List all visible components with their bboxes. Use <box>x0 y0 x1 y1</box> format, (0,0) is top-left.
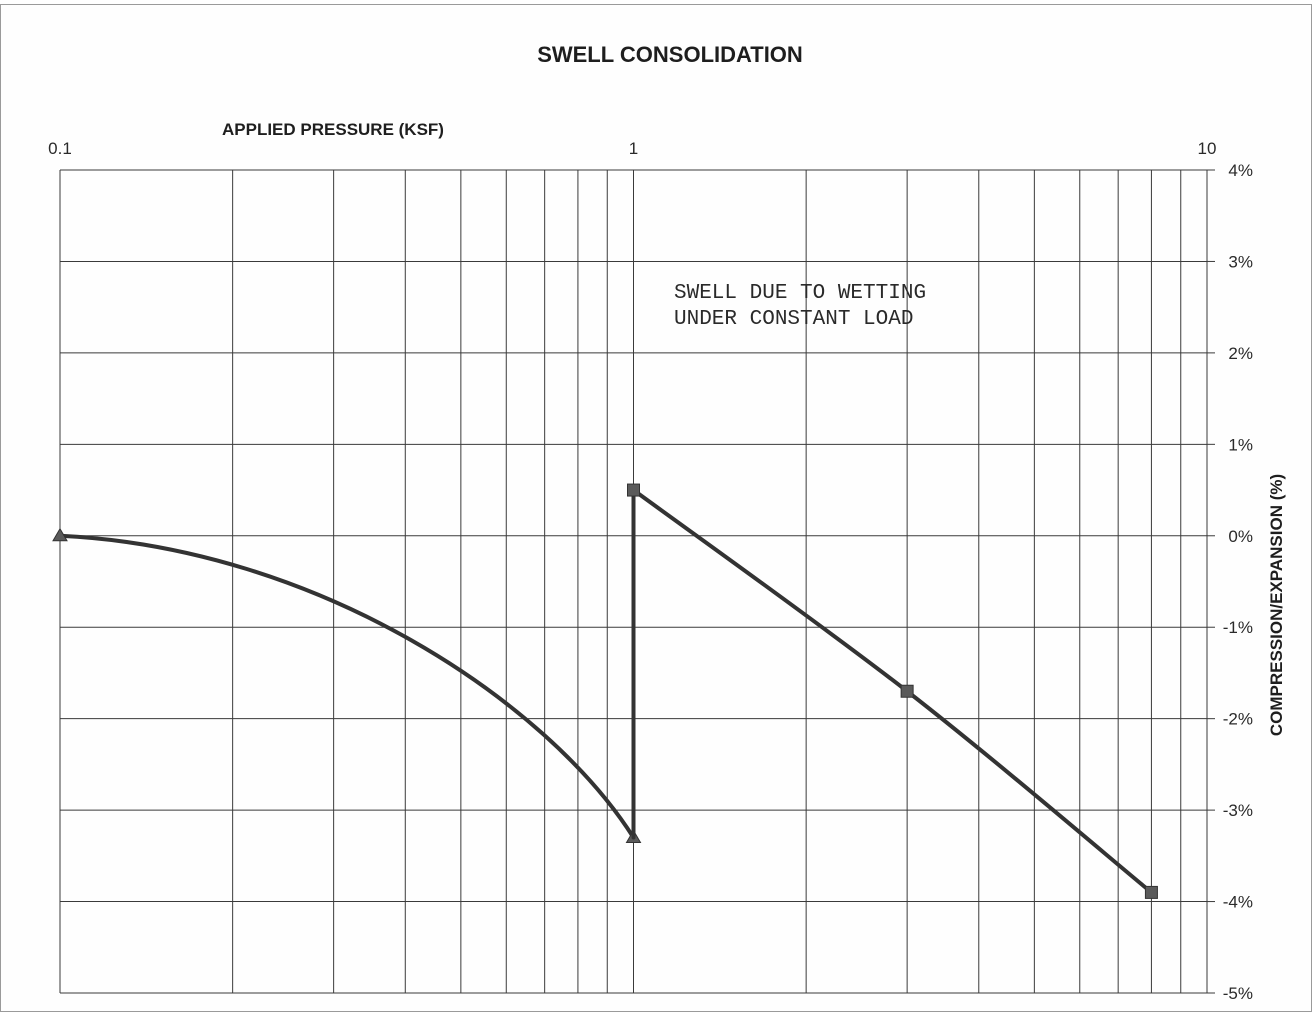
x-tick-label: 0.1 <box>48 139 72 158</box>
plot-grid <box>59 169 1215 994</box>
y-tick-label: -2% <box>1223 710 1253 729</box>
y-tick-label: 0% <box>1228 527 1253 546</box>
y-tick-labels: 4% 3% 2% 1% 0% -1% -2% -3% -4% -5% <box>1223 161 1253 1003</box>
y-axis-title: COMPRESSION/EXPANSION (%) <box>1267 474 1286 736</box>
square-marker <box>900 684 914 698</box>
annotation-line: SWELL DUE TO WETTING <box>674 282 926 305</box>
data-series <box>52 483 1158 899</box>
x-tick-labels: 0.1 1 10 <box>48 139 1216 158</box>
y-tick-label: 4% <box>1228 161 1253 180</box>
triangle-marker <box>52 527 68 542</box>
y-tick-label: 1% <box>1228 435 1253 454</box>
y-tick-label: 2% <box>1228 344 1253 363</box>
x-tick-label: 1 <box>629 139 638 158</box>
x-axis-title: APPLIED PRESSURE (KSF) <box>222 120 444 139</box>
y-tick-label: -4% <box>1223 893 1253 912</box>
series-line <box>631 488 1154 895</box>
chart-title: SWELL CONSOLIDATION <box>537 42 803 67</box>
y-tick-label: -3% <box>1223 801 1253 820</box>
y-tick-label: 3% <box>1228 252 1253 271</box>
y-tick-label: -1% <box>1223 618 1253 637</box>
x-tick-label: 10 <box>1198 139 1217 158</box>
annotation-line: UNDER CONSTANT LOAD <box>674 308 913 331</box>
square-marker <box>627 483 640 497</box>
series-line <box>58 533 636 840</box>
y-tick-label: -5% <box>1223 984 1253 1003</box>
annotation: SWELL DUE TO WETTING UNDER CONSTANT LOAD <box>674 282 926 331</box>
square-marker <box>1144 885 1158 899</box>
